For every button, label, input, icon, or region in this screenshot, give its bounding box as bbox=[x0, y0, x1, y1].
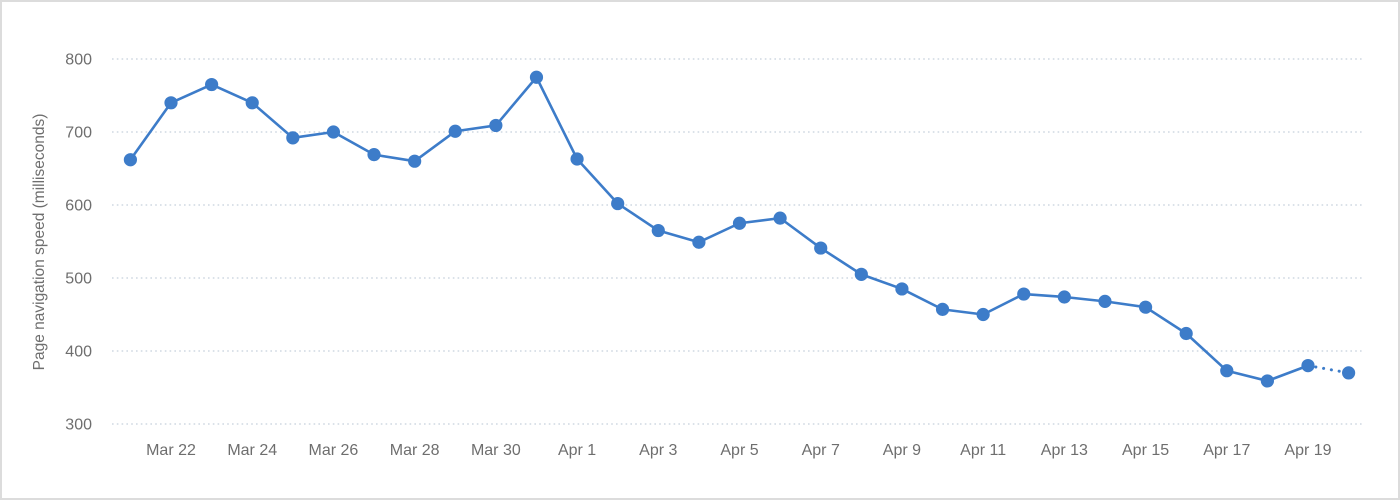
data-point-markers-group bbox=[123, 70, 1356, 388]
x-tick-label-apr-17: Apr 17 bbox=[1203, 442, 1250, 459]
data-point-apr-16[interactable] bbox=[1179, 326, 1193, 341]
x-axis-tick-labels: Mar 22 Mar 24 Mar 26 Mar 28 Mar 30 Apr 1 Apr 3… bbox=[146, 442, 1332, 459]
data-point-apr-5[interactable] bbox=[732, 216, 747, 230]
data-point-apr-13[interactable] bbox=[1057, 290, 1071, 304]
y-tick-label-300: 300 bbox=[65, 417, 92, 434]
x-tick-label-apr-7: Apr 7 bbox=[802, 442, 840, 459]
data-point-mar-30[interactable] bbox=[489, 118, 503, 133]
x-tick-label-mar-22: Mar 22 bbox=[146, 442, 196, 459]
x-tick-label-apr-5: Apr 5 bbox=[720, 442, 758, 459]
data-point-apr-2[interactable] bbox=[611, 196, 625, 211]
y-tick-label-400: 400 bbox=[65, 344, 92, 361]
y-tick-label-600: 600 bbox=[65, 198, 92, 215]
x-tick-label-mar-26: Mar 26 bbox=[309, 442, 359, 459]
data-point-mar-31[interactable] bbox=[529, 70, 544, 84]
y-axis-title: Page navigation speed (milliseconds) bbox=[31, 114, 48, 371]
data-point-mar-28[interactable] bbox=[408, 154, 422, 168]
data-point-mar-22[interactable] bbox=[164, 96, 178, 110]
x-tick-label-apr-1: Apr 1 bbox=[558, 442, 596, 459]
series-line-group bbox=[129, 75, 1351, 383]
x-tick-label-apr-9: Apr 9 bbox=[883, 442, 921, 459]
x-tick-label-apr-19: Apr 19 bbox=[1284, 442, 1331, 459]
y-tick-label-500: 500 bbox=[65, 271, 92, 288]
data-point-apr-4[interactable] bbox=[692, 235, 706, 249]
x-tick-label-apr-11: Apr 11 bbox=[960, 442, 1006, 459]
x-tick-label-apr-13: Apr 13 bbox=[1041, 442, 1088, 459]
data-point-apr-15[interactable] bbox=[1138, 300, 1153, 314]
data-point-apr-11[interactable] bbox=[976, 307, 990, 322]
x-tick-label-apr-3: Apr 3 bbox=[639, 442, 677, 459]
data-point-apr-7[interactable] bbox=[814, 241, 828, 255]
data-point-mar-21[interactable] bbox=[123, 153, 137, 167]
gridlines-group bbox=[112, 58, 1362, 425]
y-tick-label-800: 800 bbox=[65, 52, 92, 69]
data-point-apr-10[interactable] bbox=[935, 302, 950, 316]
data-point-apr-9[interactable] bbox=[895, 282, 909, 296]
y-tick-label-700: 700 bbox=[65, 125, 92, 142]
x-tick-label-mar-30: Mar 30 bbox=[471, 442, 521, 459]
series-line-dotted-projection bbox=[1306, 364, 1351, 375]
data-point-apr-6[interactable] bbox=[773, 211, 787, 225]
data-point-apr-1[interactable] bbox=[570, 152, 584, 166]
data-point-mar-27[interactable] bbox=[367, 148, 381, 162]
data-point-apr-19[interactable] bbox=[1301, 359, 1315, 373]
data-point-mar-26[interactable] bbox=[326, 125, 341, 139]
series-line-solid bbox=[129, 75, 1310, 383]
x-tick-label-apr-15: Apr 15 bbox=[1122, 442, 1169, 459]
data-point-mar-25[interactable] bbox=[286, 131, 300, 145]
data-point-apr-14[interactable] bbox=[1098, 294, 1112, 308]
y-axis-tick-labels: 800 700 600 500 400 300 bbox=[65, 52, 92, 434]
data-point-mar-24[interactable] bbox=[245, 96, 259, 110]
data-point-apr-3[interactable] bbox=[651, 223, 665, 238]
x-tick-label-mar-24: Mar 24 bbox=[227, 442, 277, 459]
data-point-apr-20[interactable] bbox=[1342, 366, 1356, 380]
data-point-apr-17[interactable] bbox=[1220, 364, 1234, 378]
x-tick-label-mar-28: Mar 28 bbox=[390, 442, 440, 459]
data-point-mar-23[interactable] bbox=[205, 77, 219, 92]
data-point-mar-29[interactable] bbox=[448, 124, 462, 138]
data-point-apr-12[interactable] bbox=[1017, 287, 1031, 301]
data-point-apr-18[interactable] bbox=[1260, 374, 1274, 388]
data-point-apr-8[interactable] bbox=[854, 267, 868, 281]
